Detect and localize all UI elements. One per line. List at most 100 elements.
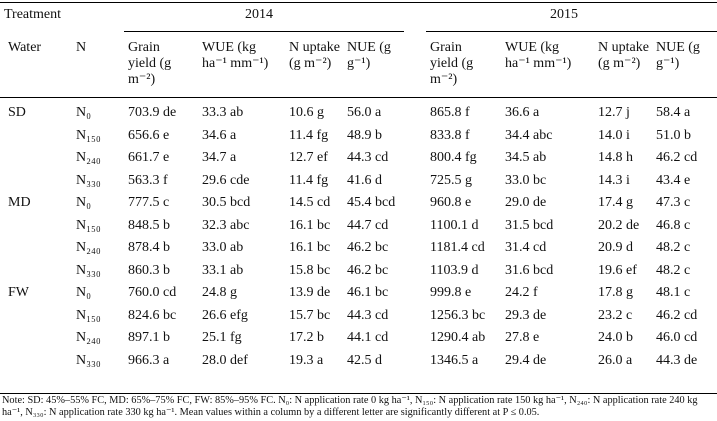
header-cell: Water — [8, 40, 42, 55]
table-cell: 563.3 f — [128, 172, 168, 188]
table-cell: 777.5 c — [128, 195, 170, 210]
n-label: N₂₄₀ — [76, 240, 101, 255]
table-cell: 30.5 bcd — [202, 195, 251, 210]
table-cell: 13.9 de — [289, 285, 331, 300]
table-cell: 24.0 b — [598, 330, 633, 345]
n-label: N₀ — [76, 195, 91, 210]
table-cell: 833.8 f — [430, 127, 470, 143]
table-cell: 1346.5 a — [430, 352, 479, 368]
table-cell: 46.8 c — [656, 217, 691, 233]
column-header: N uptake (g m⁻²) — [598, 40, 649, 71]
table-cell: 33.3 ab — [202, 105, 244, 120]
bottom-rule — [0, 393, 717, 394]
table-cell: 31.4 cd — [505, 240, 547, 255]
table-cell: 29.0 de — [505, 195, 547, 210]
year-header: 2014 — [245, 7, 273, 22]
table-cell: 44.3 cd — [347, 150, 389, 165]
table-cell: 33.0 ab — [202, 240, 244, 255]
header-cell: Treatment — [4, 7, 62, 22]
table-cell: 28.0 def — [202, 352, 248, 368]
table-cell: 1181.4 cd — [430, 240, 485, 255]
top-rule — [0, 2, 717, 3]
table-cell: 14.3 i — [598, 172, 630, 188]
table-cell: 44.3 de — [656, 352, 698, 368]
table-cell: 656.6 e — [128, 127, 170, 143]
table-cell: 44.3 cd — [347, 307, 389, 323]
table-cell: 58.4 a — [656, 105, 691, 120]
table-cell: 23.2 c — [598, 307, 633, 323]
n-label: N₁₅₀ — [76, 127, 101, 143]
table-cell: 19.3 a — [289, 352, 324, 368]
table-cell: 26.6 efg — [202, 307, 248, 323]
table-cell: 56.0 a — [347, 105, 382, 120]
n-label: N₂₄₀ — [76, 150, 101, 165]
table-cell: 1100.1 d — [430, 217, 479, 233]
table-cell: 42.5 d — [347, 352, 382, 368]
table-cell: 12.7 ef — [289, 150, 328, 165]
table-cell: 725.5 g — [430, 172, 472, 188]
water-label: FW — [8, 285, 29, 300]
table-cell: 24.8 g — [202, 285, 237, 300]
water-label: MD — [8, 195, 31, 210]
table-cell: 10.6 g — [289, 105, 324, 120]
n-label: N₃₃₀ — [76, 172, 101, 188]
table-cell: 34.6 a — [202, 127, 237, 143]
table-cell: 47.3 c — [656, 195, 691, 210]
table-cell: 1290.4 ab — [430, 330, 486, 345]
table-cell: 46.2 bc — [347, 240, 389, 255]
table-cell: 46.2 bc — [347, 262, 389, 278]
table-cell: 11.4 fg — [289, 127, 329, 143]
year-rule — [426, 31, 717, 32]
table-cell: 24.2 f — [505, 285, 538, 300]
table-cell: 43.4 e — [656, 172, 691, 188]
table-cell: 800.4 fg — [430, 150, 477, 165]
table-cell: 26.0 a — [598, 352, 633, 368]
column-header: Grain yield (g m⁻²) — [128, 40, 172, 87]
table-cell: 16.1 bc — [289, 240, 331, 255]
n-label: N₁₅₀ — [76, 307, 101, 323]
table-cell: 29.6 cde — [202, 172, 250, 188]
table-cell: 897.1 b — [128, 330, 170, 345]
column-header: NUE (g g⁻¹) — [347, 40, 391, 71]
n-label: N₃₃₀ — [76, 352, 101, 368]
column-header: WUE (kg ha⁻¹ mm⁻¹) — [505, 40, 572, 71]
table-cell: 999.8 e — [430, 285, 472, 300]
table-cell: 865.8 f — [430, 105, 470, 120]
table-cell: 703.9 de — [128, 105, 177, 120]
table-cell: 34.4 abc — [505, 127, 553, 143]
table-cell: 31.5 bcd — [505, 217, 554, 233]
table-cell: 14.0 i — [598, 127, 630, 143]
table-cell: 41.6 d — [347, 172, 382, 188]
table-cell: 878.4 b — [128, 240, 170, 255]
table-cell: 27.8 e — [505, 330, 540, 345]
table-cell: 34.7 a — [202, 150, 237, 165]
table-cell: 44.1 cd — [347, 330, 389, 345]
table-cell: 960.8 e — [430, 195, 472, 210]
table-cell: 1256.3 bc — [430, 307, 486, 323]
year-rule — [124, 31, 404, 32]
table-cell: 16.1 bc — [289, 217, 331, 233]
n-label: N₂₄₀ — [76, 330, 101, 345]
table-cell: 46.2 cd — [656, 307, 698, 323]
table-cell: 48.1 c — [656, 285, 691, 300]
table-cell: 966.3 a — [128, 352, 170, 368]
table-note: Note: SD: 45%–55% FC, MD: 65%–75% FC, FW… — [2, 395, 698, 418]
n-label: N₀ — [76, 285, 91, 300]
table-cell: 760.0 cd — [128, 285, 177, 300]
table-cell: 25.1 fg — [202, 330, 242, 345]
table-cell: 33.1 ab — [202, 262, 244, 278]
n-label: N₀ — [76, 105, 91, 120]
table-cell: 29.3 de — [505, 307, 547, 323]
table-cell: 32.3 abc — [202, 217, 250, 233]
water-label: SD — [8, 105, 26, 120]
table-cell: 14.8 h — [598, 150, 633, 165]
table-cell: 34.5 ab — [505, 150, 547, 165]
table-cell: 860.3 b — [128, 262, 170, 278]
table-cell: 46.2 cd — [656, 150, 698, 165]
table-cell: 51.0 b — [656, 127, 691, 143]
table-cell: 17.2 b — [289, 330, 324, 345]
table-cell: 20.9 d — [598, 240, 633, 255]
table-cell: 824.6 bc — [128, 307, 177, 323]
table-cell: 19.6 ef — [598, 262, 637, 278]
